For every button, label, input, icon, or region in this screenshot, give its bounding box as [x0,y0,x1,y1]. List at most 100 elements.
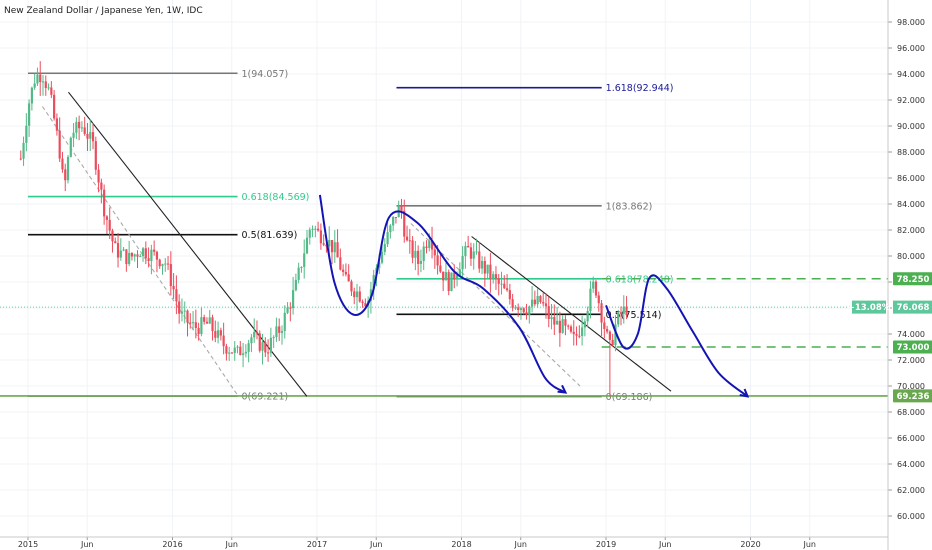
candle-body [595,282,597,296]
candle-body [331,240,333,252]
candle-body [120,251,122,258]
candle-body [411,240,413,257]
candle-body [303,253,305,267]
candle-body [184,311,186,312]
candle-body [539,296,541,302]
candle-body [111,231,113,242]
y-tick-label: 96.000 [897,44,925,53]
candle-body [278,326,280,332]
candle-body [198,328,200,334]
candle-body [267,352,269,353]
y-tick-label: 68.000 [897,408,925,417]
candle-body [270,338,272,353]
y-tick-label: 94.000 [897,70,925,79]
candle-body [323,243,325,244]
candle-body [209,317,211,323]
chart-title: New Zealand Dollar / Japanese Yen, 1W, I… [4,6,203,16]
candle-body [517,307,519,310]
candle-body [150,250,152,261]
candle-body [336,242,338,257]
candle-body [495,274,497,278]
y-tick-label: 98.000 [897,18,925,27]
candle-body [509,290,511,299]
candle-body [528,307,530,315]
y-tick-label: 60.000 [897,512,925,521]
candle-body [567,326,569,327]
y-tick-label: 82.000 [897,226,925,235]
candle-body [78,122,80,128]
candle-body [345,272,347,274]
y-tick-label: 74.000 [897,330,925,339]
candle-body [117,243,119,257]
candle-body [353,291,355,297]
candle-body [59,131,61,159]
candle-body [56,118,58,130]
candle-body [475,251,477,252]
fib-level-label: 0.5(81.639) [242,230,298,241]
candle-body [359,291,361,301]
candle-body [506,288,508,290]
x-tick-label: Jun [802,540,816,549]
candle-body [175,289,177,301]
candle-body [484,261,486,274]
candle-body [395,217,397,218]
candle-body [434,250,436,256]
candle-body [625,307,627,316]
candle-body [125,249,127,264]
candle-body [47,87,49,88]
candle-body [106,216,108,219]
candle-body [306,238,308,254]
candle-body [289,308,291,309]
candle-body [550,317,552,319]
candle-body [525,312,527,315]
candle-body [609,332,611,340]
y-tick-label: 88.000 [897,148,925,157]
candle-body [311,229,313,230]
candle-body [598,295,600,303]
candle-body [562,319,564,333]
candle-body [334,242,336,252]
fib-level-label: 1.618(92.944) [606,83,674,94]
y-tick-label: 72.000 [897,356,925,365]
candle-body [72,133,74,138]
candle-body [342,270,344,272]
candle-body [464,246,466,256]
candle-body [356,291,358,297]
candle-body [161,264,163,266]
candle-body [273,337,275,338]
x-tick-label: 2020 [740,540,760,549]
candle-body [114,241,116,243]
candle-body [603,323,605,329]
candle-body [42,81,44,82]
candle-body [95,141,97,169]
candle-body [223,336,225,347]
price-tag-label: 73.000 [897,343,930,353]
candle-body [259,333,261,350]
y-tick-label: 86.000 [897,174,925,183]
candle-body [239,347,241,355]
candle-body [350,281,352,291]
candle-body [492,274,494,279]
candle-body [328,240,330,246]
candle-body [167,264,169,265]
candle-body [20,159,22,160]
candle-body [553,317,555,325]
candle-body [500,284,502,285]
candle-body [142,248,144,256]
candle-body [409,240,411,241]
candle-body [164,264,166,265]
candle-body [203,317,205,322]
x-tick-label: 2018 [451,540,471,549]
candle-body [487,265,489,274]
candle-body [195,322,197,328]
candle-body [64,169,66,180]
candle-body [122,249,124,250]
candle-body [81,127,83,128]
candle-body [467,246,469,247]
candle-body [248,343,250,352]
candle-body [389,225,391,232]
candle-body [50,87,52,94]
candle-body [570,327,572,332]
